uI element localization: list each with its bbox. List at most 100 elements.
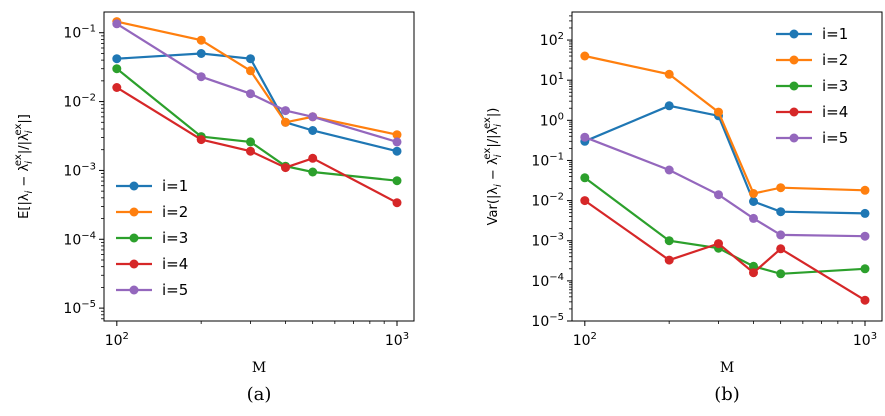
x-tick-label: 102: [573, 331, 597, 349]
data-point: [860, 185, 870, 195]
data-point: [392, 146, 402, 156]
data-point: [580, 173, 590, 183]
series-line: [584, 54, 866, 195]
legend: i=1 i=2 i=3 i=4 i=5: [116, 177, 188, 299]
series-i4: [580, 196, 870, 305]
panel-caption: (b): [714, 384, 740, 405]
legend-label: i=3: [822, 77, 848, 95]
panel-caption: (a): [247, 384, 272, 405]
data-point: [749, 197, 758, 206]
data-point: [308, 126, 318, 135]
data-point: [246, 54, 255, 64]
series-i4: [112, 83, 402, 208]
data-point: [749, 268, 758, 278]
legend-label: i=1: [162, 177, 188, 195]
legend-label: i=2: [162, 203, 188, 221]
legend-label: i=1: [822, 25, 848, 43]
data-point: [776, 230, 786, 240]
legend-marker: [789, 133, 799, 143]
data-point: [112, 19, 122, 29]
legend-marker: [129, 259, 139, 269]
legend-marker: [129, 207, 139, 217]
legend-marker: [129, 233, 139, 243]
series-line: [584, 199, 866, 302]
data-point: [580, 132, 590, 142]
legend-marker: [789, 55, 799, 65]
y-axis-label: E[|λi − λiex|/|λiex|]: [13, 114, 35, 219]
data-point: [281, 163, 290, 173]
series-line: [584, 104, 866, 215]
legend-marker: [129, 285, 139, 295]
plot-frame: [103, 11, 415, 322]
series-line: [116, 52, 398, 153]
y-tick-label: 10−5: [531, 312, 564, 330]
data-point: [860, 231, 870, 241]
data-point: [246, 137, 255, 147]
x-axis-label: M: [720, 360, 734, 376]
series-line: [116, 22, 398, 143]
data-point: [860, 295, 870, 305]
x-tick-label: 102: [105, 331, 129, 349]
legend-label: i=3: [162, 229, 188, 247]
data-point: [308, 153, 318, 163]
data-point: [308, 112, 318, 122]
data-point: [196, 72, 206, 82]
data-point: [664, 165, 674, 175]
y-tick-label: 10−3: [531, 232, 564, 250]
data-point: [392, 137, 402, 147]
data-point: [776, 269, 786, 279]
x-tick-label: 103: [853, 331, 877, 349]
data-point: [749, 189, 758, 198]
data-point: [112, 64, 122, 74]
data-point: [664, 69, 674, 79]
legend-label: i=5: [822, 129, 848, 147]
data-point: [281, 117, 290, 127]
legend-marker: [789, 81, 799, 91]
data-point: [392, 198, 402, 208]
y-tick-label: 100: [540, 111, 564, 129]
data-point: [281, 106, 290, 116]
data-point: [246, 89, 255, 99]
y-tick-label: 10−4: [63, 230, 96, 248]
data-point: [580, 51, 590, 61]
data-point: [664, 236, 674, 246]
legend: i=1 i=2 i=3 i=4 i=5: [776, 25, 848, 147]
data-point: [714, 190, 723, 200]
data-point: [112, 54, 122, 64]
data-point: [392, 130, 402, 140]
x-tick-label: 103: [385, 331, 409, 349]
data-point: [196, 135, 206, 145]
series-i2: [580, 51, 870, 198]
data-point: [749, 213, 758, 223]
data-point: [246, 66, 255, 76]
legend-label: i=4: [162, 255, 188, 273]
data-point: [776, 183, 786, 193]
y-tick-label: 10−5: [63, 299, 96, 317]
series-i5: [580, 132, 870, 241]
data-point: [860, 208, 870, 218]
data-point: [112, 83, 122, 92]
x-axis-label: M: [252, 360, 266, 376]
legend-marker: [789, 107, 799, 117]
data-point: [308, 167, 318, 177]
series-line: [584, 176, 866, 275]
data-point: [860, 264, 870, 274]
data-point: [246, 146, 255, 156]
y-tick-label: 10−1: [63, 24, 96, 42]
data-point: [580, 196, 590, 206]
series-line: [584, 136, 866, 238]
data-point: [776, 207, 786, 217]
y-tick-label: 10−1: [531, 151, 564, 169]
data-point: [749, 261, 758, 271]
series-i1: [112, 49, 402, 156]
data-point: [714, 107, 723, 117]
series-i3: [112, 64, 402, 186]
legend-label: i=2: [822, 51, 848, 69]
y-tick-label: 10−2: [531, 192, 564, 210]
data-point: [776, 244, 786, 254]
data-point: [664, 101, 674, 111]
y-tick-label: 101: [540, 71, 564, 89]
data-point: [714, 239, 723, 249]
